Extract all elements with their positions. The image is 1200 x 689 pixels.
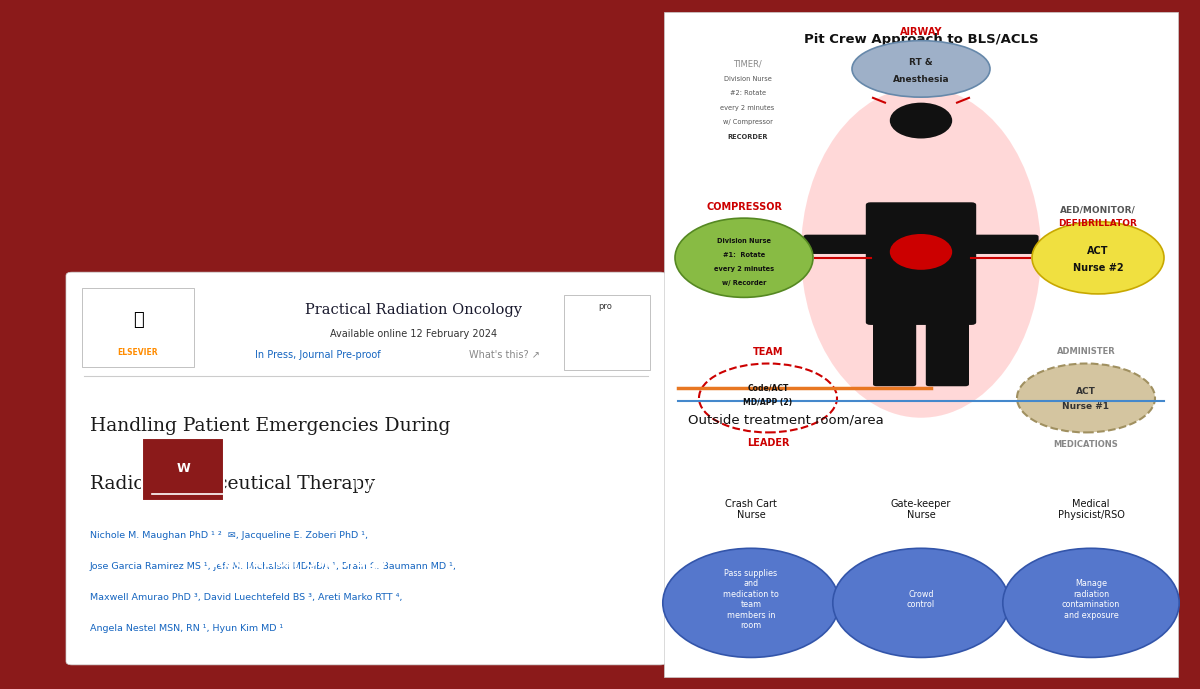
Ellipse shape: [676, 218, 814, 298]
FancyBboxPatch shape: [564, 295, 650, 370]
Text: Radiation Oncology: Radiation Oncology: [212, 555, 388, 570]
Text: Nurse #1: Nurse #1: [1062, 402, 1110, 411]
Text: Crash Cart
Nurse: Crash Cart Nurse: [725, 499, 776, 520]
Text: Division Nurse: Division Nurse: [718, 238, 772, 244]
Text: modified for RPT: modified for RPT: [858, 63, 984, 76]
Circle shape: [890, 103, 953, 138]
Ellipse shape: [662, 548, 839, 657]
Text: Practical Radiation Oncology: Practical Radiation Oncology: [306, 303, 522, 317]
Ellipse shape: [1003, 548, 1180, 657]
Text: What's this? ↗: What's this? ↗: [468, 350, 540, 360]
Text: MEDICATIONS: MEDICATIONS: [1054, 440, 1118, 449]
Text: w/ Compressor: w/ Compressor: [722, 119, 773, 125]
FancyBboxPatch shape: [970, 235, 1039, 254]
Text: LEADER: LEADER: [746, 438, 790, 448]
Text: COMPRESSOR: COMPRESSOR: [706, 202, 782, 212]
Text: 🌳: 🌳: [133, 311, 143, 329]
Text: TEAM: TEAM: [752, 347, 784, 358]
Text: Radiopharmaceutical Therapy: Radiopharmaceutical Therapy: [90, 475, 376, 493]
Ellipse shape: [1018, 364, 1154, 433]
Text: Medical
Physicist/RSO: Medical Physicist/RSO: [1057, 499, 1124, 520]
Text: W: W: [176, 462, 191, 475]
Text: ACT: ACT: [1076, 387, 1096, 395]
Text: Pass supplies
and
medication to
team
members in
room: Pass supplies and medication to team mem…: [724, 569, 779, 630]
Text: Maxwell Amurao PhD ³, David Luechtefeld BS ³, Areti Marko RTT ⁴,: Maxwell Amurao PhD ³, David Luechtefeld …: [90, 593, 402, 601]
Text: In Press, Journal Pre-proof: In Press, Journal Pre-proof: [256, 350, 380, 360]
Text: Available online 12 February 2024: Available online 12 February 2024: [330, 329, 498, 340]
Text: Division Nurse: Division Nurse: [724, 76, 772, 82]
FancyBboxPatch shape: [66, 272, 666, 665]
Text: Crowd
control: Crowd control: [907, 590, 935, 609]
Text: RECORDER: RECORDER: [727, 134, 768, 140]
Text: Pit Crew Approach to BLS/ACLS: Pit Crew Approach to BLS/ACLS: [804, 33, 1038, 46]
Text: Nichole M. Maughan PhD ¹ ²  ✉, Jacqueline E. Zoberi PhD ¹,: Nichole M. Maughan PhD ¹ ² ✉, Jacqueline…: [90, 531, 368, 539]
Text: Code/ACT: Code/ACT: [748, 384, 788, 393]
Ellipse shape: [698, 364, 838, 433]
Text: Manage
radiation
contamination
and exposure: Manage radiation contamination and expos…: [1062, 579, 1120, 619]
FancyBboxPatch shape: [866, 203, 977, 325]
FancyBboxPatch shape: [82, 288, 194, 367]
Text: Washington: Washington: [354, 435, 485, 455]
Text: DEFIBRILLATOR: DEFIBRILLATOR: [1058, 220, 1138, 229]
Text: every 2 minutes: every 2 minutes: [714, 266, 774, 271]
Text: #1:  Rotate: #1: Rotate: [722, 252, 766, 258]
Text: RT &: RT &: [910, 57, 932, 67]
Text: AIRWAY: AIRWAY: [900, 27, 942, 37]
Text: pro: pro: [598, 302, 612, 311]
Ellipse shape: [852, 41, 990, 97]
Circle shape: [890, 234, 953, 270]
Text: ACT: ACT: [1087, 246, 1109, 256]
FancyBboxPatch shape: [874, 313, 917, 387]
Text: #2: Rotate: #2: Rotate: [730, 90, 766, 96]
FancyBboxPatch shape: [142, 438, 224, 501]
Text: SCHOOL OF MEDICINE: SCHOOL OF MEDICINE: [354, 511, 530, 524]
Text: Outside treatment room/area: Outside treatment room/area: [688, 413, 883, 426]
FancyBboxPatch shape: [804, 235, 874, 254]
Text: every 2 minutes: every 2 minutes: [720, 105, 775, 111]
Text: MD/APP (2): MD/APP (2): [744, 398, 792, 407]
Text: Jose Garcia Ramirez MS ¹, Jeff M. Michalski MDMBA ¹, Brain C. Baumann MD ¹,: Jose Garcia Ramirez MS ¹, Jeff M. Michal…: [90, 562, 457, 570]
Text: TIMER/: TIMER/: [733, 60, 762, 69]
Text: Handling Patient Emergencies During: Handling Patient Emergencies During: [90, 417, 450, 435]
FancyBboxPatch shape: [926, 313, 970, 387]
FancyBboxPatch shape: [664, 12, 1178, 677]
Ellipse shape: [802, 87, 1042, 418]
Text: Gate-keeper
Nurse: Gate-keeper Nurse: [890, 499, 952, 520]
Ellipse shape: [833, 548, 1009, 657]
Text: ELSEVIER: ELSEVIER: [118, 348, 158, 358]
Text: AED/MONITOR/: AED/MONITOR/: [1060, 205, 1136, 214]
Text: Angela Nestel MSN, RN ¹, Hyun Kim MD ¹: Angela Nestel MSN, RN ¹, Hyun Kim MD ¹: [90, 624, 283, 633]
Text: w/ Recorder: w/ Recorder: [722, 280, 766, 285]
Text: University in St. Louis: University in St. Louis: [354, 477, 534, 495]
Ellipse shape: [1032, 222, 1164, 294]
Text: Nurse #2: Nurse #2: [1073, 263, 1123, 273]
Text: Anesthesia: Anesthesia: [893, 75, 949, 85]
Text: ADMINISTER: ADMINISTER: [1057, 347, 1115, 356]
